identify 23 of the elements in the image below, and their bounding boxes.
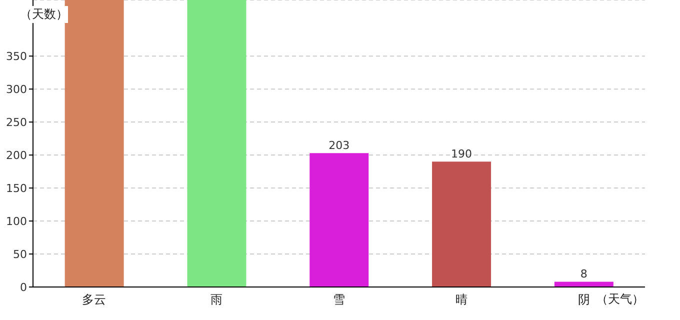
data-label: 8 xyxy=(580,268,588,281)
y-tick-label: 300 xyxy=(6,82,27,96)
x-tick-label: 雪 xyxy=(333,292,345,307)
data-label: 203 xyxy=(328,139,350,152)
x-tick-label: 雨 xyxy=(210,292,223,307)
y-axis-title: （天数） xyxy=(20,6,68,23)
bar xyxy=(432,162,492,287)
x-axis-title: （天气） xyxy=(596,291,644,308)
y-tick-label: 150 xyxy=(6,182,27,195)
x-tick-label: 阴 xyxy=(578,292,590,307)
y-tick-label: 50 xyxy=(13,248,27,261)
bar xyxy=(64,0,124,287)
y-tick-label: 250 xyxy=(6,116,27,129)
y-tick-label: 350 xyxy=(6,50,27,63)
data-label: 190 xyxy=(451,148,472,161)
bar xyxy=(187,0,246,287)
x-tick-label: 多云 xyxy=(82,292,106,307)
bar xyxy=(310,153,369,287)
x-tick-label: 晴 xyxy=(455,292,468,307)
y-tick-label: 0 xyxy=(20,280,27,294)
y-tick-label: 100 xyxy=(6,214,27,228)
y-tick-label: 200 xyxy=(6,148,27,162)
bar xyxy=(554,282,614,287)
